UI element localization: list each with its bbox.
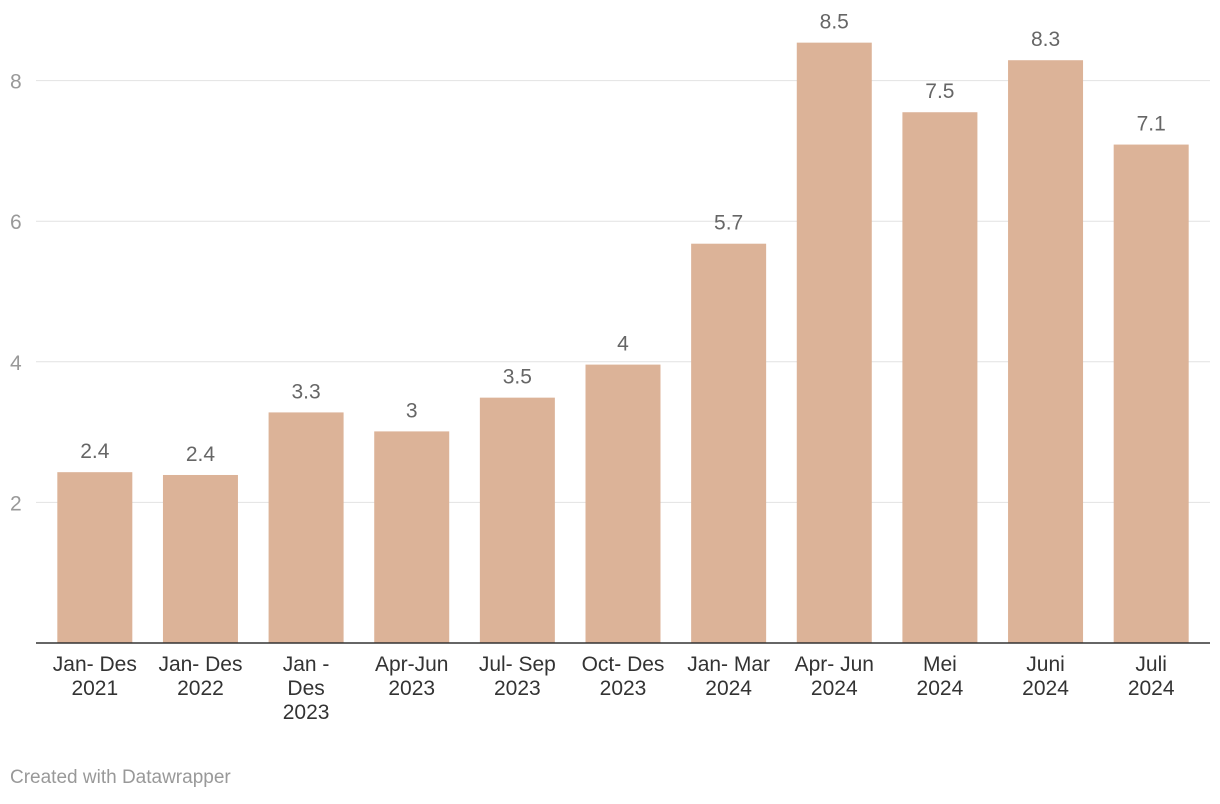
bar: [162, 474, 238, 643]
x-tick-label: Apr- Jun 2024: [795, 653, 874, 700]
value-label: 8.5: [820, 11, 849, 34]
x-tick-label: Jan- Mar 2024: [687, 653, 770, 700]
value-label: 3.5: [503, 366, 532, 389]
value-label: 2.4: [186, 443, 216, 466]
footer-credit: Created with Datawrapper: [10, 767, 231, 788]
x-tick-label: Juli 2024: [1128, 653, 1175, 700]
x-tick-label: Oct- Des 2023: [582, 653, 665, 700]
value-label: 3.3: [291, 380, 320, 403]
bar: [268, 412, 344, 643]
bar: [796, 42, 872, 643]
y-tick-label: 8: [10, 71, 22, 94]
bar: [691, 243, 767, 644]
value-label: 4: [617, 333, 629, 356]
value-label: 8.3: [1031, 28, 1060, 51]
value-label: 7.5: [925, 80, 954, 103]
x-tick-label: Apr-Jun 2023: [375, 653, 449, 700]
bars: [57, 42, 1189, 644]
value-label: 3: [406, 399, 418, 422]
x-tick-label: Jul- Sep 2023: [479, 653, 556, 700]
x-tick-label: Jan- Des 2022: [158, 653, 242, 700]
x-tick-label: Mei 2024: [917, 653, 964, 700]
y-tick-label: 4: [10, 352, 22, 375]
value-labels: 2.4 2.4 3.3 3 3.5 4 5.7 8.5 7.5 8.3 7.1: [80, 11, 1166, 466]
x-tick-label: Jan- Des 2021: [53, 653, 137, 700]
x-axis: Jan- Des 2021 Jan- Des 2022 Jan -Des 2023 Apr-…: [36, 642, 1210, 724]
value-label: 5.7: [714, 212, 743, 235]
value-label: 7.1: [1137, 113, 1166, 136]
y-tick-label: 2: [10, 492, 22, 515]
y-tick-label: 6: [10, 211, 22, 234]
x-tick-label: Juni 2024: [1022, 653, 1069, 700]
bar: [585, 364, 661, 643]
bar: [57, 472, 133, 643]
bar: [479, 397, 555, 643]
x-tick-label: Jan -Des 2023: [283, 653, 330, 724]
bar: [902, 112, 978, 644]
bar: [1008, 60, 1084, 643]
bar: [374, 431, 450, 643]
bar: [1113, 144, 1189, 643]
value-label: 2.4: [80, 440, 110, 463]
